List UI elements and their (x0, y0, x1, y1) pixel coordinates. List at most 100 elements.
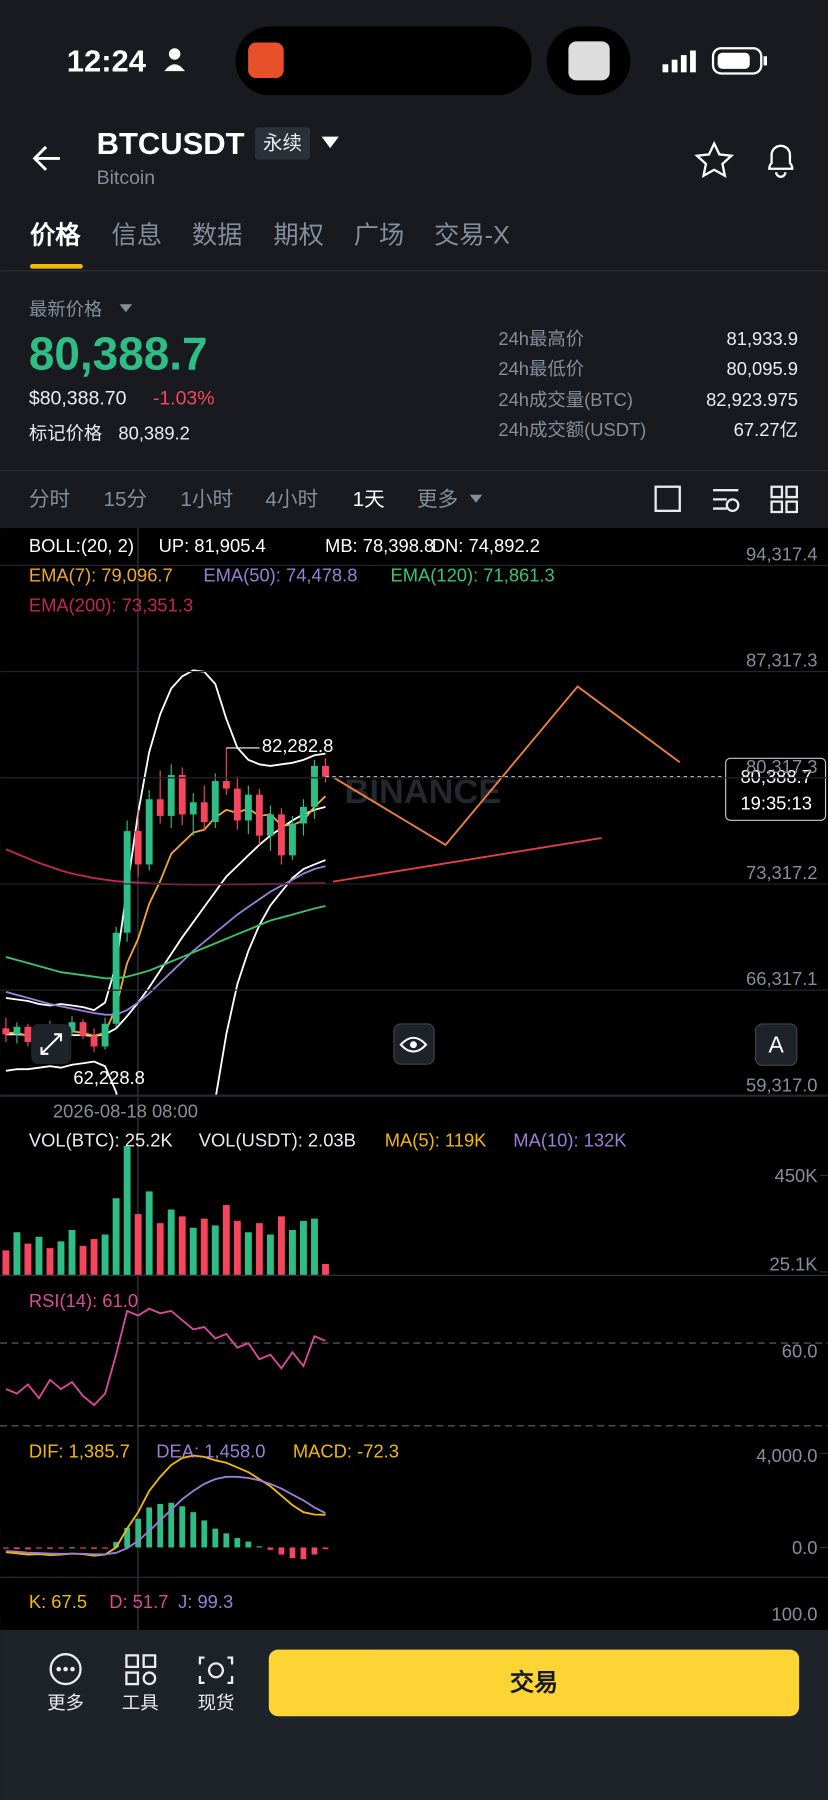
app-icon (568, 41, 610, 81)
nav-item[interactable]: 更多 (47, 1692, 84, 1713)
tools-icon-dot (142, 1671, 157, 1686)
macd-histogram-bar (80, 1547, 86, 1549)
price-label: 最新价格 (29, 298, 102, 319)
y-tick-label: 450K (775, 1165, 819, 1186)
tab[interactable]: 信息 (112, 221, 163, 249)
back-button[interactable] (32, 145, 60, 171)
tab[interactable]: 数据 (192, 221, 242, 249)
trade-button-label[interactable]: 交易 (510, 1668, 558, 1696)
spot-icon-frame (198, 1656, 234, 1685)
volume-bar (311, 1218, 318, 1276)
boll-label: MB: 78,398.8 (325, 535, 434, 556)
macd-histogram-bar (146, 1507, 153, 1548)
candle-body (79, 1022, 87, 1036)
interval[interactable]: 1小时 (180, 488, 233, 511)
tab[interactable]: 价格 (30, 220, 81, 249)
macd-histogram-bar (135, 1518, 142, 1548)
kdj-tick-label: 100.0 (772, 1604, 818, 1625)
dot (56, 1666, 62, 1672)
nav-item[interactable]: 现货 (198, 1692, 235, 1713)
volume-bar (145, 1191, 153, 1276)
candle-body (156, 799, 164, 816)
indicator-line (5, 669, 326, 1012)
candle-body (255, 794, 263, 836)
stat-label: 24h最高价 (498, 328, 584, 349)
volume-bar (211, 1225, 219, 1276)
kdj-label: K: 67.5 (29, 1591, 87, 1612)
auto-button-label: A (769, 1032, 785, 1058)
macd-histogram-bar (69, 1547, 75, 1549)
more-dropdown[interactable] (469, 494, 483, 503)
indicator-line (5, 1475, 326, 1556)
macd-histogram-bar (47, 1547, 53, 1549)
kdj-label: J: 99.3 (178, 1591, 233, 1612)
chart-type-button[interactable] (654, 485, 681, 512)
tab[interactable]: 期权 (273, 221, 324, 249)
macd-histogram-bar (36, 1547, 42, 1549)
kdj-label: D: 51.7 (109, 1591, 168, 1612)
macd-histogram-bar (289, 1547, 296, 1559)
indicator-line (5, 1307, 326, 1407)
settings-icon (725, 498, 740, 512)
interval[interactable]: 15分 (103, 488, 147, 511)
volume-bar (322, 1264, 329, 1276)
stat-value: 67.27亿 (734, 419, 798, 440)
volume-bar (24, 1243, 32, 1276)
boll-label: UP: 81,905.4 (159, 535, 266, 556)
candle-body (101, 1023, 109, 1047)
macd-histogram-bar (113, 1542, 119, 1548)
macd-histogram-bar (278, 1547, 285, 1555)
macd-histogram-bar (311, 1547, 318, 1555)
macd-label: DEA: 1,458.0 (156, 1441, 265, 1462)
tab[interactable]: 交易-X (434, 221, 510, 249)
volume-bar (178, 1216, 186, 1276)
symbol-dropdown[interactable] (321, 136, 339, 149)
volume-bar (233, 1220, 241, 1276)
boll-label: BOLL:(20, 2) (29, 535, 134, 556)
tab[interactable]: 广场 (354, 221, 405, 249)
favorite-button[interactable] (694, 140, 735, 178)
candle-body (134, 831, 142, 865)
macd-histogram-bar (14, 1547, 20, 1550)
signal-icon (662, 50, 696, 73)
candle-body (24, 1026, 32, 1042)
mark-price-label: 标记价格 (29, 422, 102, 443)
volume-bar (123, 1146, 131, 1276)
macd-histogram-bar (179, 1506, 186, 1548)
y-tick-label: 66,317.1 (746, 968, 817, 989)
y-tick-label: 94,317.4 (746, 543, 817, 564)
nav-item[interactable]: 工具 (122, 1692, 159, 1713)
volume-label: MA(10): 132K (513, 1129, 627, 1150)
interval[interactable]: 1天 (353, 488, 385, 511)
dot (70, 1666, 75, 1672)
volume-bar (156, 1223, 164, 1276)
interval[interactable]: 更多 (417, 488, 458, 511)
indicator-button[interactable] (713, 489, 739, 510)
candle-body (145, 799, 153, 865)
macd-label: DIF: 1,385.7 (29, 1441, 130, 1462)
y-tick-label: 25.1K (770, 1253, 819, 1274)
macd-chart (3, 1454, 329, 1560)
price-change: -1.03% (153, 387, 215, 409)
volume-bar (46, 1248, 54, 1276)
y-tick-label: 60.0 (782, 1341, 818, 1362)
asset-name: Bitcoin (97, 167, 156, 189)
trade-button[interactable] (268, 1649, 800, 1717)
alert-button[interactable] (768, 144, 794, 178)
ema-label: EMA(7): 79,096.7 (29, 565, 173, 586)
ema-label: EMA(200): 73,351.3 (29, 594, 193, 615)
chart-overlay: 82,282.8 62,228.8 80,388.7 19:35:13 A (31, 685, 827, 1088)
price-dropdown[interactable] (119, 304, 133, 313)
macd-histogram-bar (58, 1547, 64, 1549)
interval[interactable]: 4小时 (265, 488, 318, 511)
indicator-line (5, 865, 326, 1016)
volume-bar (112, 1198, 120, 1276)
macd-histogram-bar (168, 1502, 175, 1548)
interval[interactable]: 分时 (29, 488, 70, 511)
volume-bar (288, 1229, 296, 1276)
volume-label: VOL(BTC): 25.2K (29, 1129, 174, 1150)
layout-button[interactable] (770, 485, 798, 514)
high-label: 82,282.8 (262, 735, 333, 756)
ema-label: EMA(50): 74,478.8 (203, 565, 357, 586)
